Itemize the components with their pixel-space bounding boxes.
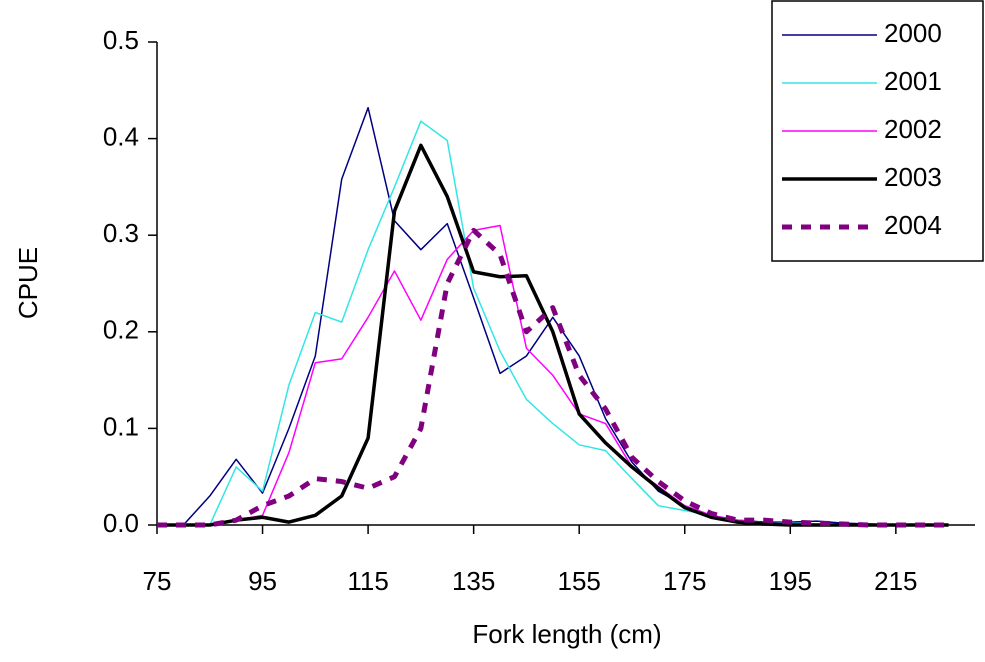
legend-label: 2001 <box>884 66 942 96</box>
x-tick-label: 215 <box>874 566 917 596</box>
y-tick-label: 0.3 <box>103 218 139 248</box>
legend-label: 2002 <box>884 114 942 144</box>
y-tick-label: 0.5 <box>103 25 139 55</box>
x-tick-label: 75 <box>143 566 172 596</box>
series-line <box>157 143 949 527</box>
x-axis-label: Fork length (cm) <box>472 619 661 649</box>
y-tick-label: 0.2 <box>103 315 139 345</box>
x-tick-label: 175 <box>663 566 706 596</box>
y-tick-label: 0.4 <box>103 121 139 151</box>
series-line <box>157 227 949 528</box>
x-tick-label: 195 <box>769 566 812 596</box>
series-line <box>157 106 949 526</box>
x-tick-label: 135 <box>452 566 495 596</box>
x-tick-label: 115 <box>347 566 388 596</box>
legend-label: 2000 <box>884 18 942 48</box>
legend-label: 2004 <box>884 210 942 240</box>
y-axis-label: CPUE <box>13 247 43 319</box>
x-tick-label: 95 <box>248 566 277 596</box>
x-tick-label: 155 <box>557 566 600 596</box>
series-line <box>157 224 949 526</box>
legend-label: 2003 <box>884 162 942 192</box>
y-tick-label: 0.1 <box>103 411 139 441</box>
y-tick-label: 0.0 <box>103 508 139 538</box>
